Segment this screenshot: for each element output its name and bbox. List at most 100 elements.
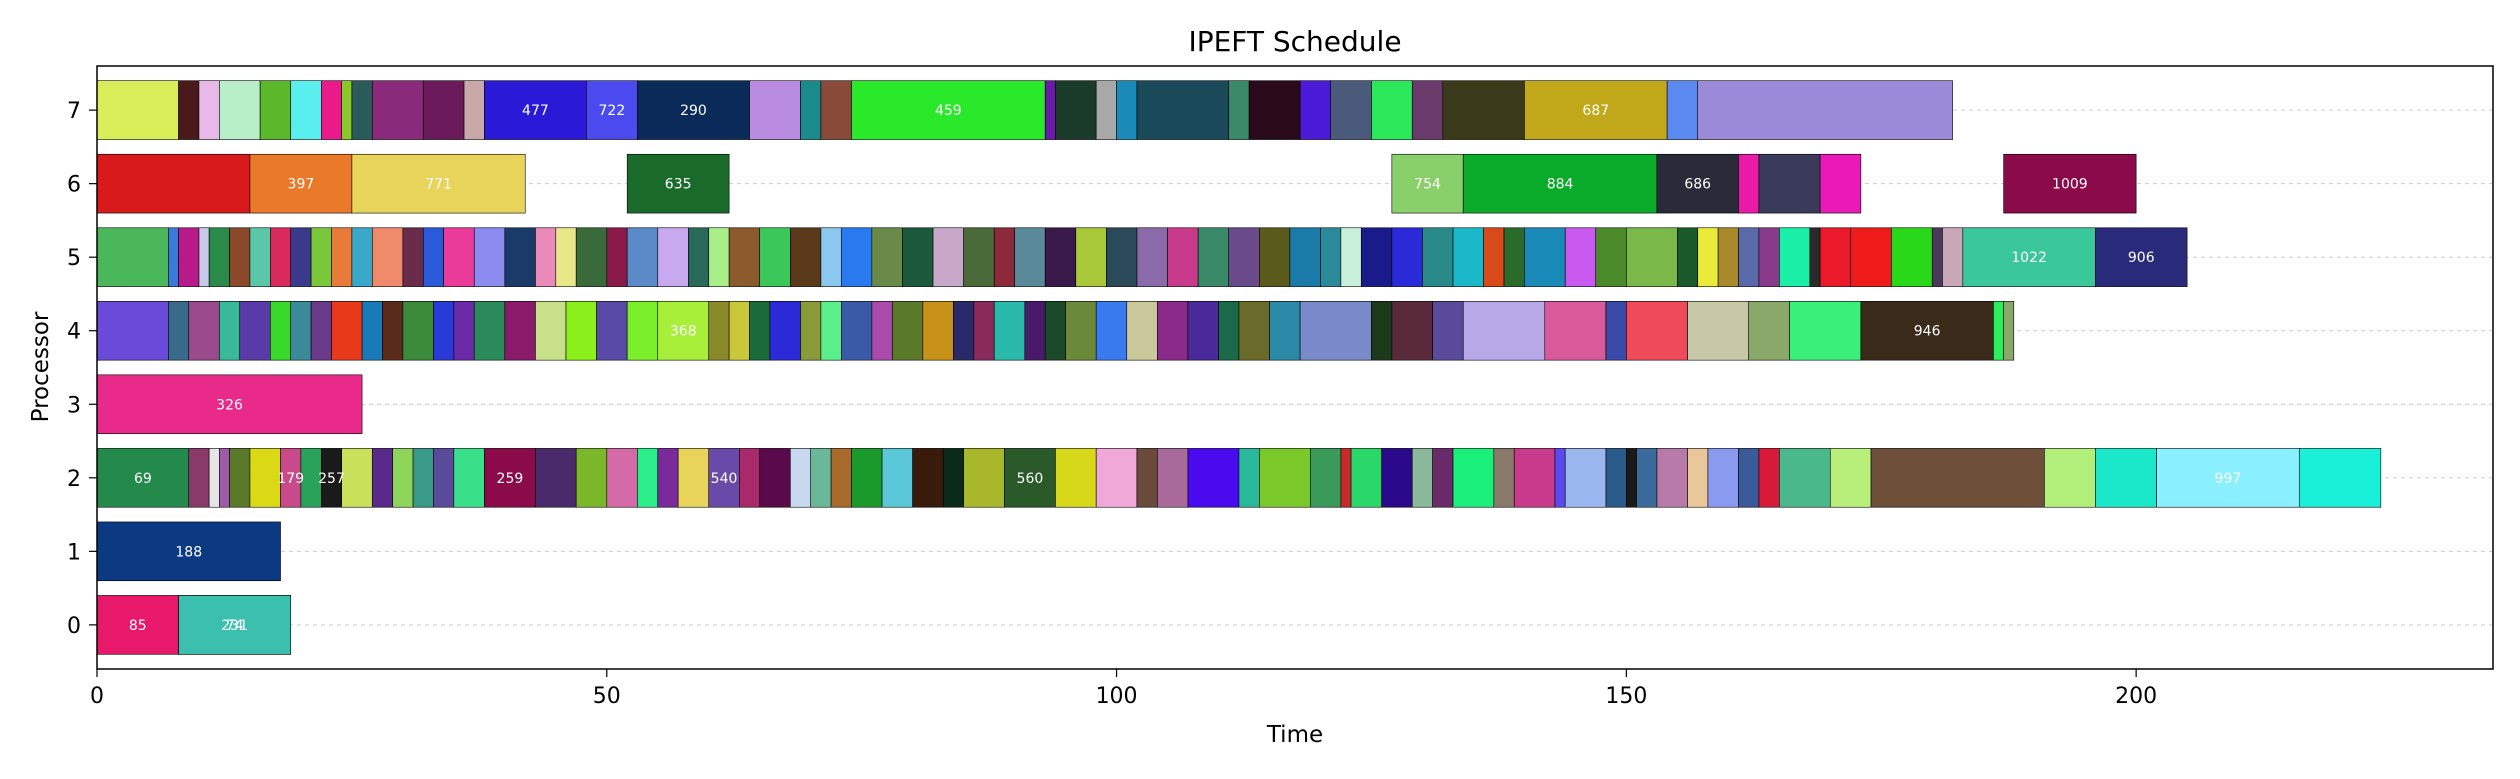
y-tick-label: 0 [67,614,81,639]
task-bar [168,301,190,361]
task-bar [1687,448,1709,508]
chart-title: IPEFT Schedule [1188,25,1401,58]
y-axis-label: Processor [28,311,54,422]
task-bar [504,227,536,287]
task-bar [1116,80,1138,140]
task-bar [1167,227,1199,287]
task-bar [1962,227,2096,287]
task-bar [1738,448,1760,508]
task-bar [739,448,761,508]
task-bar [96,374,363,434]
task-bar [2003,301,2015,361]
task-bar [198,227,210,287]
task-bar [555,227,577,287]
task-bar [596,301,628,361]
y-tick-label: 6 [67,173,81,198]
task-label: 884 [1547,177,1574,193]
task-bar [810,448,832,508]
task-bar [1789,301,1862,361]
task-bar [759,227,791,287]
task-bar [535,227,557,287]
task-bar [1595,227,1627,287]
task-bar [1564,227,1597,287]
task-bar [96,301,169,361]
y-tick-label: 4 [67,320,81,345]
task-bar [1524,80,1668,140]
task-bar [96,595,179,655]
task-bar [1044,227,1077,287]
task-bar [1758,227,1780,287]
task-bar [851,80,1046,140]
task-bar [820,301,842,361]
task-bar [219,448,230,508]
task-bars [96,80,2382,655]
task-bar [188,301,220,361]
task-bar [708,448,740,508]
task-bar [463,80,485,140]
task-bar [1371,301,1393,361]
task-bar [1626,227,1678,287]
task-bar [433,301,455,361]
task-bar [840,227,873,287]
task-bar [830,448,852,508]
task-bar [1697,80,1953,140]
task-bar [219,80,261,140]
task-bar [1636,448,1658,508]
task-bar [749,80,801,140]
task-bar [331,227,353,287]
task-bar [96,227,169,287]
task-bar [188,448,210,508]
task-bar [392,448,414,508]
task-label: 946 [1914,324,1941,340]
task-bar [1677,227,1699,287]
task-bar [1360,227,1393,287]
task-label: 231 [221,618,248,634]
task-bar [2095,227,2188,287]
task-bar [1197,227,1230,287]
task-bar [1931,227,1943,287]
task-bar [749,301,771,361]
task-bar [229,448,251,508]
task-bar [321,80,342,140]
task-bar [1758,448,1780,508]
task-bar [565,301,597,361]
task-bar [1391,227,1423,287]
task-bar [993,227,1015,287]
task-bar [800,80,822,140]
task-bar [1738,153,1760,214]
task-bar [535,448,577,508]
task-bar [484,80,587,140]
task-label: 906 [2128,250,2155,266]
task-bar [1228,80,1250,140]
task-bar [1126,301,1158,361]
y-tick-label: 7 [67,99,81,124]
task-bar [1697,227,1719,287]
task-bar [606,448,638,508]
task-bar [351,153,526,214]
task-bar [504,301,536,361]
task-bar [96,448,190,508]
task-bar [351,227,373,287]
task-bar [1269,301,1301,361]
task-bar [586,80,638,140]
task-bar [1095,80,1117,140]
x-axis-label: Time [1266,722,1323,748]
task-bar [657,448,679,508]
task-bar [1942,227,1964,287]
plot-area-frame [96,65,2494,670]
task-bar [290,301,312,361]
task-label: 290 [680,103,707,119]
task-bar [1381,448,1413,508]
task-bar [1055,80,1097,140]
task-bar [1411,448,1433,508]
task-label: 85 [129,618,147,634]
task-bar [1493,448,1515,508]
task-bar [871,301,893,361]
task-bar [1778,227,1811,287]
task-bar [484,448,536,508]
y-tick-label: 3 [67,393,81,418]
task-bar [973,301,995,361]
task-label: 635 [665,177,692,193]
task-bar [1299,80,1331,140]
